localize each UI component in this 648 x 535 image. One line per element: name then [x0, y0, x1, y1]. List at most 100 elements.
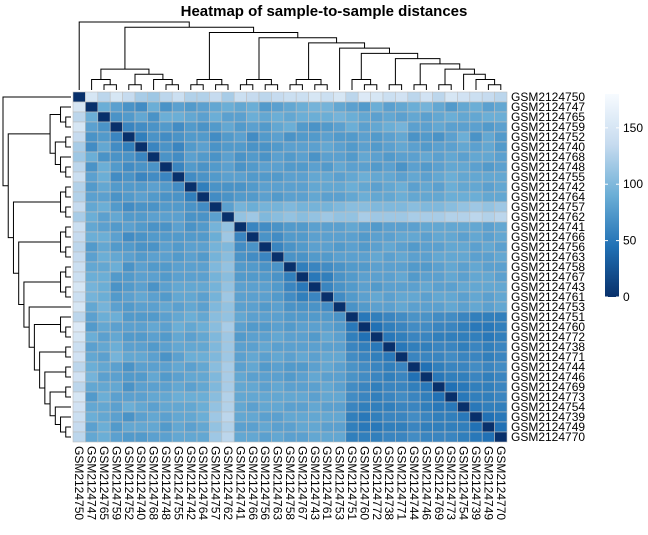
heatmap-cell [109, 431, 123, 443]
row-label: GSM2124768 [511, 150, 585, 164]
heatmap-cell [345, 351, 359, 363]
heatmap-cell [184, 211, 198, 223]
heatmap-cell [457, 411, 471, 423]
heatmap-cell [395, 341, 409, 353]
heatmap-cell [444, 201, 458, 213]
dendrogram-branch [65, 226, 71, 238]
heatmap-cell [432, 151, 446, 163]
heatmap-cell [494, 421, 508, 433]
heatmap-cell [184, 341, 198, 353]
heatmap-cell [357, 431, 371, 443]
column-label: GSM2124754 [457, 446, 471, 520]
heatmap-cell [72, 341, 86, 353]
heatmap-cell [395, 141, 409, 153]
heatmap-cell [333, 211, 347, 223]
heatmap-cell [97, 91, 111, 103]
heatmap-cell [246, 221, 260, 233]
heatmap-cell [209, 101, 223, 113]
heatmap-cell [147, 361, 161, 373]
heatmap-cell [481, 341, 495, 353]
heatmap-cell [395, 411, 409, 423]
heatmap-cell [246, 401, 260, 413]
heatmap-cell [444, 301, 458, 313]
heatmap-cell [159, 191, 173, 203]
dendrogram-branch [65, 326, 71, 338]
heatmap-cell [333, 191, 347, 203]
heatmap-cell [494, 151, 508, 163]
heatmap-cell [97, 271, 111, 283]
heatmap-cell [85, 191, 99, 203]
legend-tick-label: 150 [623, 121, 643, 135]
heatmap-cell [171, 121, 185, 133]
dendrogram-branch [153, 79, 173, 90]
heatmap-cell [122, 371, 136, 383]
heatmap-cell [122, 291, 136, 303]
heatmap-cell [333, 261, 347, 273]
heatmap-cell [134, 101, 148, 113]
heatmap-cell [320, 151, 334, 163]
heatmap-cell [147, 121, 161, 133]
heatmap-cell [283, 261, 297, 273]
heatmap-cell [432, 181, 446, 193]
heatmap-cell [494, 221, 508, 233]
heatmap-cell [209, 411, 223, 423]
heatmap-cell [134, 121, 148, 133]
heatmap-cell [221, 101, 235, 113]
heatmap-cell [333, 361, 347, 373]
heatmap-cell [444, 341, 458, 353]
heatmap-cell [147, 251, 161, 263]
heatmap-cell [184, 261, 198, 273]
heatmap-cell [469, 221, 483, 233]
heatmap-cell [481, 331, 495, 343]
heatmap-cell [147, 211, 161, 223]
heatmap-cell [481, 171, 495, 183]
heatmap-cell [109, 131, 123, 143]
heatmap-cell [159, 311, 173, 323]
legend-tick-label: 50 [623, 234, 637, 248]
heatmap-cell [357, 311, 371, 323]
dendrogram-branch [363, 84, 378, 90]
dendrogram-branch [215, 84, 229, 90]
heatmap-cell [444, 261, 458, 273]
heatmap-cell [308, 261, 322, 273]
heatmap-cell [432, 91, 446, 103]
heatmap-cell [407, 321, 421, 333]
heatmap-cell [345, 251, 359, 263]
dendrogram-branch [39, 351, 66, 389]
heatmap-cell [196, 211, 210, 223]
heatmap-cell [196, 241, 210, 253]
heatmap-cell [295, 101, 309, 113]
heatmap-cell [333, 251, 347, 263]
row-label: GSM2124739 [511, 410, 585, 424]
heatmap-cell [444, 411, 458, 423]
heatmap-cell [395, 231, 409, 243]
heatmap-cell [308, 131, 322, 143]
heatmap-cell [382, 381, 396, 393]
heatmap-cell [147, 101, 161, 113]
heatmap-cell [109, 251, 123, 263]
heatmap-cell [233, 181, 247, 193]
heatmap-cell [271, 241, 285, 253]
heatmap-cell [209, 251, 223, 263]
heatmap-cell [407, 111, 421, 123]
heatmap-cell [457, 421, 471, 433]
heatmap-cell [382, 151, 396, 163]
heatmap-cell [134, 221, 148, 233]
column-label: GSM2124740 [134, 446, 148, 520]
heatmap-cell [419, 291, 433, 303]
heatmap-cell [481, 91, 495, 103]
heatmap-cell [457, 221, 471, 233]
heatmap-cell [395, 91, 409, 103]
heatmap-cell [419, 121, 433, 133]
heatmap-cell [209, 91, 223, 103]
heatmap-cell [444, 321, 458, 333]
heatmap-cell [209, 111, 223, 123]
heatmap-cell [85, 411, 99, 423]
heatmap-cell [221, 411, 235, 423]
heatmap-cell [469, 151, 483, 163]
heatmap-cell [196, 351, 210, 363]
dendrogram-branch [65, 266, 71, 278]
heatmap-cell [109, 151, 123, 163]
heatmap-cell [147, 151, 161, 163]
heatmap-cell [72, 141, 86, 153]
